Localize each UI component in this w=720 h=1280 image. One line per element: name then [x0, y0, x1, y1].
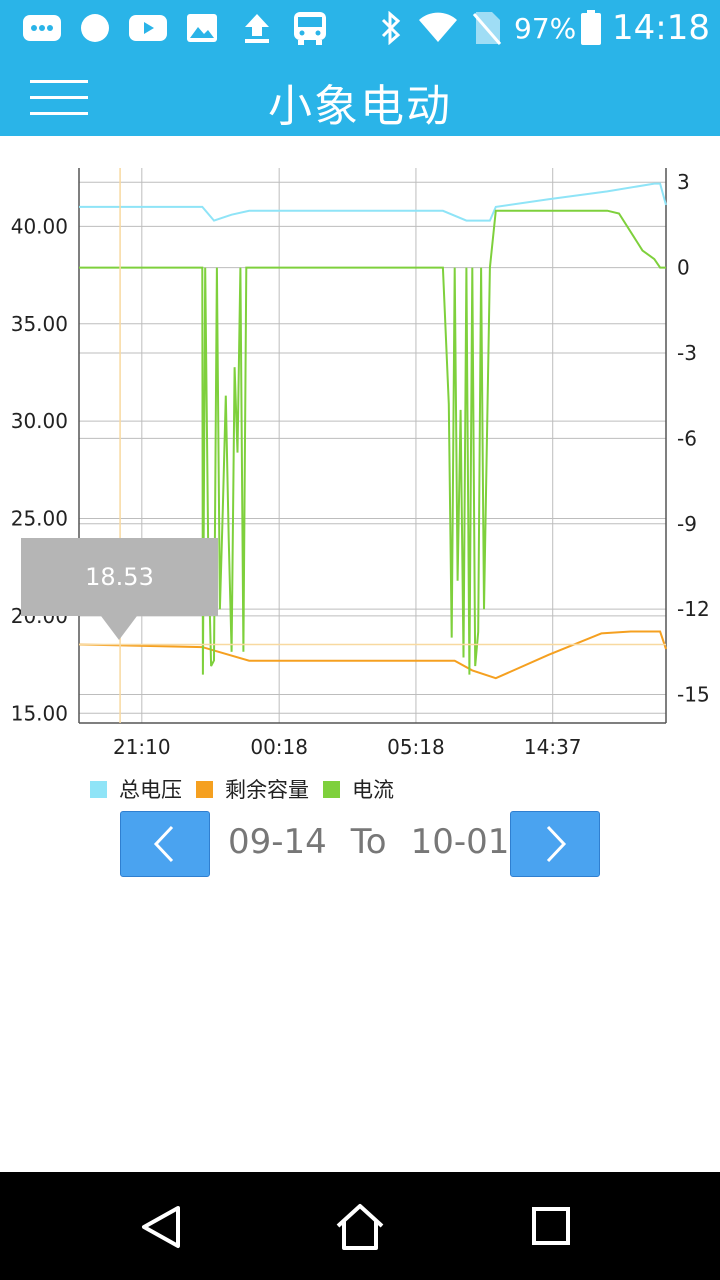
image-icon	[186, 10, 218, 46]
left-tick-label: 35.00	[11, 312, 68, 336]
app-title: 小象电动	[268, 81, 452, 132]
status-clock: 14:18	[612, 8, 710, 48]
tooltip-arrow	[101, 616, 137, 640]
chevron-left-icon	[153, 825, 174, 863]
home-icon[interactable]	[332, 1202, 388, 1252]
legend-item-capacity: 剩余容量	[196, 774, 309, 804]
battery-percentage: 97%	[514, 12, 577, 45]
left-tick-label: 30.00	[11, 409, 68, 433]
x-tick-label: 00:18	[250, 735, 308, 759]
chart-legend: 总电压 剩余容量 电流	[90, 774, 408, 804]
legend-swatch	[90, 780, 107, 798]
range-end: 10-01	[410, 822, 510, 862]
battery-icon	[580, 10, 602, 46]
legend-label: 总电压	[119, 778, 182, 802]
bus-icon	[290, 10, 330, 46]
right-tick-label: -3	[677, 341, 697, 365]
chart-area[interactable]: 15.0020.0025.0030.0035.0040.00-15-12-9-6…	[0, 136, 720, 826]
right-tick-label: -15	[677, 683, 710, 707]
legend-swatch	[323, 780, 340, 798]
youtube-icon	[128, 10, 168, 46]
status-bar: 97% 14:18	[0, 0, 720, 56]
right-tick-label: -12	[677, 597, 710, 621]
legend-swatch	[196, 780, 213, 798]
series-line	[79, 209, 666, 675]
left-tick-label: 15.00	[11, 701, 68, 725]
no-sim-icon	[472, 10, 502, 46]
date-range: 09-14 To 10-01	[228, 822, 533, 862]
legend-label: 剩余容量	[225, 778, 309, 802]
series-line	[78, 630, 667, 680]
line-chart[interactable]: 15.0020.0025.0030.0035.0040.00-15-12-9-6…	[0, 136, 720, 826]
range-start: 09-14	[228, 822, 327, 862]
recents-square-icon[interactable]	[524, 1202, 580, 1252]
back-triangle-icon[interactable]	[134, 1202, 190, 1252]
x-tick-label: 21:10	[113, 735, 171, 759]
prev-range-button[interactable]	[120, 811, 210, 877]
hamburger-menu-icon[interactable]	[24, 70, 96, 122]
x-tick-label: 14:37	[524, 735, 582, 759]
chart-tooltip: 18.53	[21, 538, 218, 616]
right-tick-label: -6	[677, 426, 697, 450]
left-tick-label: 40.00	[11, 214, 68, 238]
x-tick-label: 05:18	[387, 735, 445, 759]
left-tick-label: 25.00	[11, 507, 68, 531]
next-range-button[interactable]	[510, 811, 600, 877]
upload-icon	[242, 10, 272, 46]
tooltip-value: 18.53	[85, 563, 154, 591]
wifi-icon	[418, 10, 458, 46]
legend-item-voltage: 总电压	[90, 774, 182, 804]
messages-icon	[22, 10, 62, 46]
app-toolbar: 小象电动	[0, 56, 720, 136]
right-tick-label: 0	[677, 256, 690, 280]
legend-label: 电流	[352, 778, 394, 802]
bluetooth-icon	[378, 10, 404, 46]
right-tick-label: -9	[677, 512, 697, 536]
series-line	[79, 182, 667, 222]
range-separator: To	[350, 822, 387, 862]
system-nav-bar	[0, 1172, 720, 1280]
legend-item-current: 电流	[323, 774, 394, 804]
right-tick-label: 3	[677, 170, 690, 194]
dot-icon	[80, 10, 110, 46]
chevron-right-icon	[546, 825, 567, 863]
